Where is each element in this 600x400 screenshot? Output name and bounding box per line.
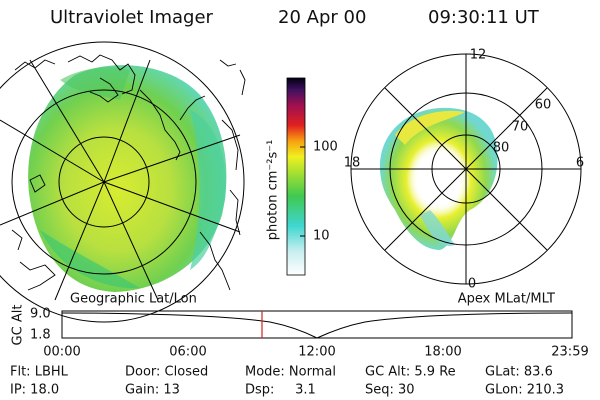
- geographic-image: [0, 41, 246, 323]
- footer-field: GC Alt: 5.9 Re: [365, 365, 456, 380]
- mlt-label: 0: [468, 277, 476, 292]
- footer-field: IP: 18.0: [10, 383, 59, 398]
- panel-label: Apex MLat/MLT: [458, 292, 555, 307]
- lat-label: 70: [512, 120, 529, 135]
- footer-field: Gain: 13: [125, 383, 180, 398]
- colorbar-tick-label: 10: [313, 229, 330, 244]
- mlt-label: 12: [470, 48, 487, 63]
- time-label: 18:00: [424, 345, 461, 360]
- timeline-y-label: 1.8: [30, 328, 51, 343]
- panel-label: Geographic Lat/Lon: [70, 292, 197, 307]
- time-label: 23:59: [551, 345, 588, 360]
- colorbar-tick-label: 100: [313, 140, 338, 155]
- altitude-curve: [61, 312, 573, 339]
- colorbar-label: photon cm⁻²s⁻¹: [266, 140, 281, 241]
- time-label: 12:00: [298, 345, 335, 360]
- time-label: 00:00: [43, 345, 80, 360]
- timeline-frame: [61, 310, 573, 339]
- title: Ultraviolet Imager: [50, 7, 214, 28]
- footer: Flt: LBHL Door: Closed Mode: Normal GC Alt:…: [10, 365, 564, 398]
- footer-field: Mode: Normal: [245, 365, 336, 380]
- footer-field: Flt: LBHL: [10, 365, 69, 380]
- lat-label: 80: [493, 141, 510, 156]
- timeline-axis-label: GC Alt: [11, 305, 26, 346]
- time-label: 06:00: [169, 345, 206, 360]
- mlt-label: 6: [576, 156, 584, 171]
- time: 09:30:11 UT: [428, 7, 540, 28]
- colorbar: [286, 77, 306, 276]
- mlt-label: 18: [344, 156, 361, 171]
- timeline-y-label: 9.0: [30, 307, 51, 322]
- lat-label: 60: [535, 98, 552, 113]
- date: 20 Apr 00: [278, 7, 366, 28]
- polar-image: [350, 53, 582, 285]
- footer-field: GLat: 83.6: [485, 365, 553, 380]
- footer-field: Seq: 30: [365, 383, 415, 398]
- footer-field: Door: Closed: [125, 365, 208, 380]
- footer-field: Dsp: 3.1: [245, 383, 316, 398]
- footer-field: GLon: 210.3: [485, 383, 564, 398]
